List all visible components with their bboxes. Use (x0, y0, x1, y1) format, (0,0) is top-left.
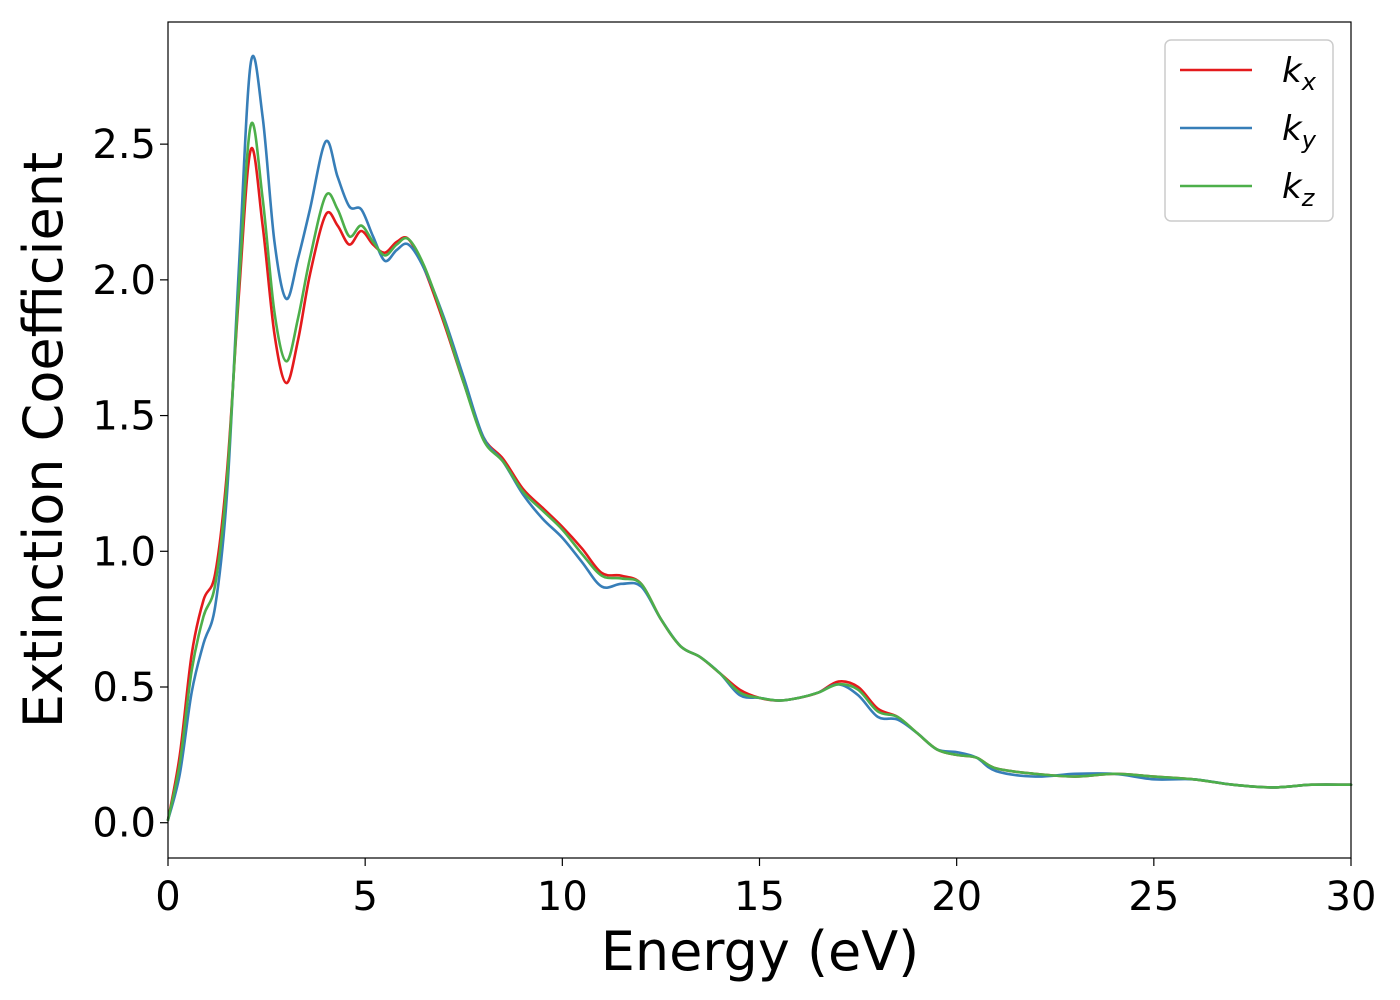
x-tick-label: 5 (352, 874, 377, 920)
legend: kx ky kz (1164, 39, 1334, 222)
x-tick-label: 20 (931, 874, 982, 920)
x-tick-label: 10 (537, 874, 588, 920)
legend-label-k-x: kx (1282, 51, 1317, 96)
x-axis-title: Energy (eV) (601, 920, 920, 983)
y-tick-label: 2.0 (92, 258, 156, 304)
y-tick-label: 1.5 (92, 394, 156, 440)
x-tick-label: 30 (1326, 874, 1377, 920)
legend-label-k-z: kz (1282, 167, 1316, 212)
y-tick-label: 1.0 (92, 529, 156, 575)
y-tick-label: 2.5 (92, 122, 156, 168)
x-axis-ticks: 0 5 10 15 20 25 30 (155, 858, 1376, 920)
x-tick-label: 15 (734, 874, 785, 920)
x-tick-label: 25 (1128, 874, 1179, 920)
series-line-k-z (166, 121, 1353, 822)
plot-lines (166, 54, 1353, 822)
legend-label-k-y: ky (1282, 109, 1317, 154)
y-tick-label: 0.5 (92, 665, 156, 711)
y-axis-ticks: 0.0 0.5 1.0 1.5 2.0 2.5 (92, 122, 168, 847)
y-axis-title: Extinction Coefficient (12, 152, 75, 728)
legend-box (1164, 39, 1334, 222)
y-tick-label: 0.0 (92, 801, 156, 847)
x-tick-label: 0 (155, 874, 180, 920)
